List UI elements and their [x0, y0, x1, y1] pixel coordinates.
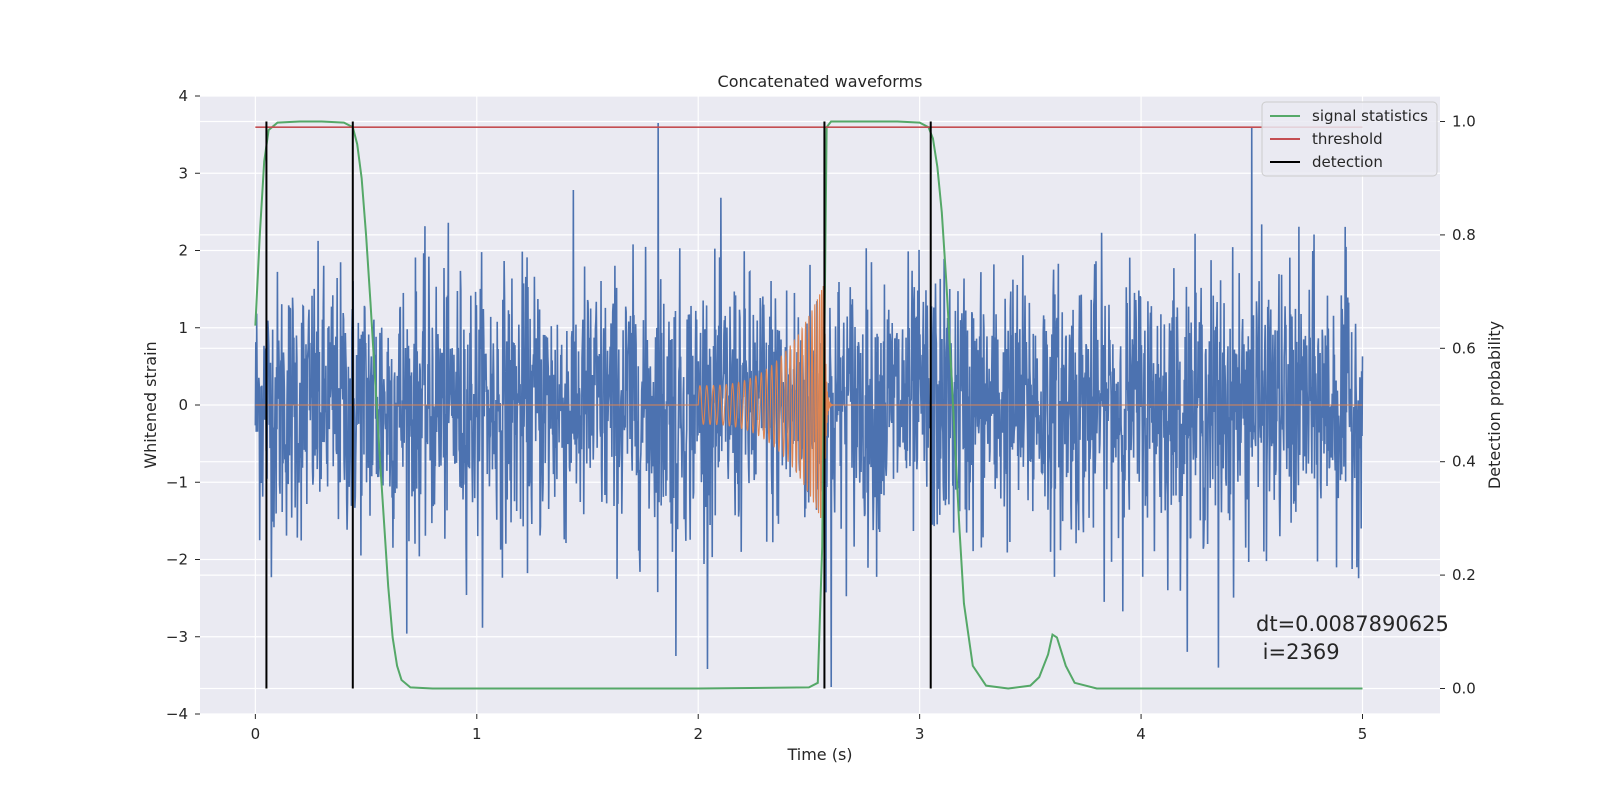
y-tick-label: −4 [166, 705, 188, 723]
x-axis-title: Time (s) [786, 745, 852, 764]
y-tick-label: 1 [178, 319, 188, 337]
annotation-dt: dt=0.0087890625 [1256, 612, 1449, 636]
y-axis-left-title: Whitened strain [141, 341, 160, 468]
legend-box [1261, 101, 1438, 177]
y-tick-label: −2 [166, 551, 188, 569]
x-tick-label: 2 [693, 725, 703, 743]
legend-label-threshold: threshold [1312, 130, 1383, 148]
y-axis-left: −4 −3 −2 −1 0 1 2 3 4 [166, 87, 200, 723]
noise-series-line [254, 123, 1364, 687]
y-tick-label: −1 [166, 473, 188, 491]
x-tick-label: 4 [1136, 725, 1146, 743]
y-tick-label: 0 [178, 396, 188, 414]
annotation-index: i=2369 [1256, 640, 1340, 664]
chirp-series-line [255, 283, 1363, 525]
x-axis: 0 1 2 3 4 5 [251, 714, 1368, 743]
y-tick-label: 3 [178, 164, 188, 182]
y-tick-label: 2 [178, 242, 188, 260]
y-right-tick-label: 0.6 [1452, 339, 1476, 357]
y-tick-label: −3 [166, 628, 188, 646]
legend-label-signal-statistics: signal statistics [1312, 107, 1428, 125]
x-tick-label: 5 [1358, 725, 1368, 743]
y-axis-right-title: Detection probability [1485, 321, 1504, 489]
y-tick-label: 4 [178, 87, 188, 105]
legend-label-detection: detection [1312, 153, 1383, 171]
y-right-tick-label: 1.0 [1452, 113, 1476, 131]
y-right-tick-label: 0.4 [1452, 453, 1476, 471]
right-axis-series [254, 120, 1363, 690]
y-right-tick-label: 0.8 [1452, 226, 1476, 244]
chart-title: Concatenated waveforms [718, 72, 923, 91]
legend: signal statistics threshold detection [1261, 101, 1438, 177]
y-right-tick-label: 0.0 [1452, 679, 1476, 697]
y-axis-right: 0.0 0.2 0.4 0.6 0.8 1.0 [1440, 113, 1476, 697]
x-tick-label: 3 [915, 725, 925, 743]
x-tick-label: 0 [251, 725, 261, 743]
y-right-tick-label: 0.2 [1452, 566, 1476, 584]
x-tick-label: 1 [472, 725, 482, 743]
